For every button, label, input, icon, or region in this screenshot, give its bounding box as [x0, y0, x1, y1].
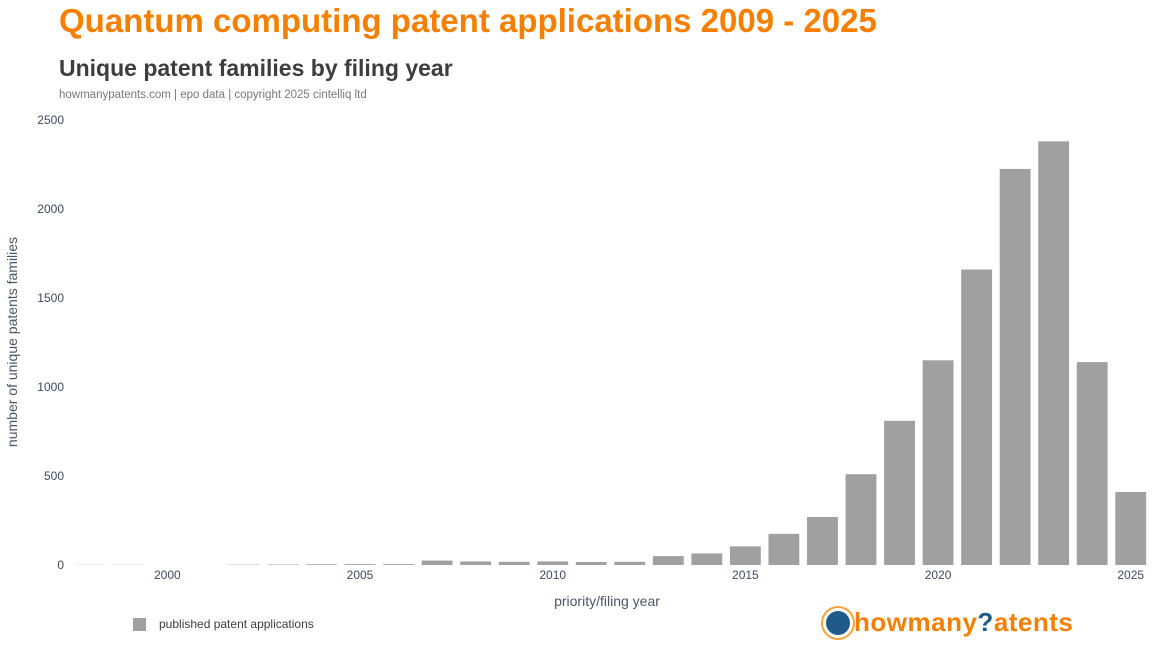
- logo-text-part3: atents: [994, 607, 1074, 637]
- y-axis-ticks: 0 500 1000 1500 2000 2500: [37, 113, 64, 572]
- bar-2005[interactable]: [345, 564, 376, 565]
- bar-2024[interactable]: [1077, 362, 1108, 565]
- bar-2025[interactable]: [1115, 492, 1146, 565]
- bar-2019[interactable]: [884, 421, 915, 565]
- bar-2016[interactable]: [768, 534, 799, 565]
- bar-series: [75, 141, 1146, 565]
- legend-label: published patent applications: [159, 617, 314, 631]
- x-tick-label: 2000: [154, 568, 181, 582]
- bar-2009[interactable]: [499, 562, 530, 565]
- y-tick-label: 1000: [37, 380, 64, 394]
- bar-2011[interactable]: [576, 562, 607, 565]
- y-tick-label: 2500: [37, 113, 64, 127]
- bar-2010[interactable]: [537, 561, 568, 565]
- logo-text-part1: howmany: [854, 607, 977, 637]
- bar-2018[interactable]: [846, 474, 877, 565]
- bar-2013[interactable]: [653, 556, 684, 565]
- x-tick-label: 2025: [1117, 568, 1144, 582]
- x-tick-label: 2020: [925, 568, 952, 582]
- bar-2006[interactable]: [383, 564, 414, 565]
- bar-2012[interactable]: [614, 562, 645, 565]
- bar-2004[interactable]: [306, 564, 337, 565]
- bar-2020[interactable]: [923, 360, 954, 565]
- logo-text-question: ?: [977, 607, 993, 637]
- bar-2015[interactable]: [730, 546, 761, 565]
- y-tick-label: 0: [57, 558, 64, 572]
- logo-text: howmany?atents: [854, 607, 1073, 638]
- bar-2003[interactable]: [268, 564, 299, 565]
- globe-dot-icon: [826, 611, 850, 635]
- x-axis-ticks: 2000 2005 2010 2015 2020 2025: [154, 568, 1144, 582]
- x-tick-label: 2005: [347, 568, 374, 582]
- bar-2021[interactable]: [961, 270, 992, 565]
- y-axis-title: number of unique patents families: [4, 237, 20, 447]
- bar-2017[interactable]: [807, 517, 838, 565]
- x-axis-title: priority/filing year: [554, 593, 660, 609]
- y-tick-label: 2000: [37, 202, 64, 216]
- legend[interactable]: published patent applications: [133, 617, 314, 631]
- x-tick-label: 2015: [732, 568, 759, 582]
- bar-2023[interactable]: [1038, 141, 1069, 565]
- bar-2008[interactable]: [460, 561, 491, 565]
- bar-2007[interactable]: [422, 561, 453, 565]
- x-tick-label: 2010: [539, 568, 566, 582]
- bar-2022[interactable]: [1000, 169, 1031, 565]
- legend-swatch: [133, 618, 146, 631]
- bar-2014[interactable]: [691, 553, 722, 565]
- y-tick-label: 1500: [37, 291, 64, 305]
- howmanypatents-logo: howmany?atents: [826, 607, 1073, 638]
- y-tick-label: 500: [44, 469, 64, 483]
- bar-chart: 0 500 1000 1500 2000 2500 2000 2005 2010 2015 202…: [0, 0, 1170, 650]
